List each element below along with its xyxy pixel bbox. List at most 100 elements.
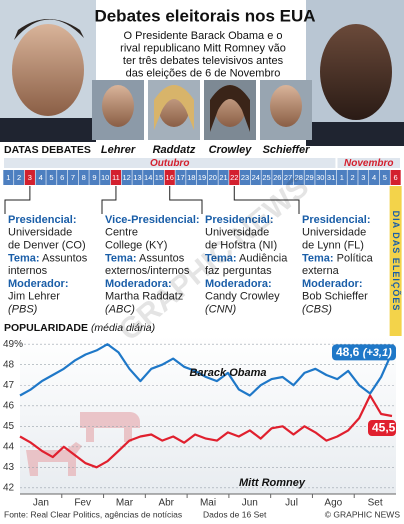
debate-type: Presidencial: (205, 214, 273, 226)
topic-label: Tema: (205, 252, 237, 264)
network: (CNN) (205, 304, 236, 316)
day-label: 5 (383, 173, 387, 182)
value-label-box (368, 420, 396, 437)
x-tick-label: Jul (285, 498, 298, 509)
day-cell (369, 170, 380, 185)
obama-photo (306, 0, 404, 146)
debate-type: Vice-Presidencial: (105, 214, 200, 226)
day-cell (315, 170, 326, 185)
day-label: 12 (123, 173, 131, 182)
day-cell (175, 170, 186, 185)
topic-text: Política (337, 252, 374, 264)
month-label: Outubro (150, 158, 189, 169)
network: (CBS) (302, 304, 332, 316)
moderator-label: Moderador: (8, 278, 69, 290)
value-label-number: 45,5 (372, 421, 396, 435)
moderator: Candy Crowley (205, 291, 280, 303)
debate-topic: externa (302, 265, 340, 277)
subtitle: ter três debates televisivos antes (123, 55, 284, 67)
connector (101, 186, 117, 214)
day-cell (3, 170, 14, 185)
day-label: 21 (219, 173, 227, 182)
day-cell (196, 170, 208, 185)
y-tick-label: 45 (3, 421, 15, 432)
day-cell (57, 170, 68, 185)
debate-topic: Tema: Assuntos (8, 252, 88, 264)
moderator-name: Crowley (209, 144, 253, 156)
day-label: 4 (372, 173, 376, 182)
day-label: 2 (17, 173, 21, 182)
value-label-box (332, 344, 396, 361)
value-label-number: 48,6 (336, 345, 360, 359)
value-label: 45,5 (372, 421, 396, 435)
topic-text: Assuntos (139, 252, 185, 264)
moderator: Bob Schieffer (302, 291, 368, 303)
y-tick-label: 44 (3, 441, 15, 452)
network: (PBS) (8, 304, 38, 316)
debate-venue: de Lynn (FL) (302, 240, 364, 252)
month-bar (4, 158, 336, 168)
day-cell (153, 170, 165, 185)
election-label: DIA DAS ELEIÇÕES (391, 211, 401, 312)
moderator-name: Schieffer (263, 144, 311, 156)
day-label: 26 (273, 173, 281, 182)
x-tick-label: Jan (33, 498, 49, 509)
x-tick-label: Ago (324, 498, 342, 509)
debate-topic: faz perguntas (205, 265, 272, 277)
connector (4, 186, 31, 214)
x-tick-label: Set (368, 498, 383, 509)
day-label: 8 (82, 173, 86, 182)
debate-venue: Universidade (205, 227, 269, 239)
series-name: Mitt Romney (239, 477, 306, 489)
day-cell (358, 170, 369, 185)
y-tick-label: 43 (3, 462, 15, 473)
debate-topic: Tema: Política (302, 252, 374, 264)
chart-title: POPULARIDADE (média diária) (4, 322, 155, 334)
day-cell (35, 170, 46, 185)
day-cell (272, 170, 283, 185)
topic-text: Audiência (239, 252, 288, 264)
day-cell (186, 170, 197, 185)
series-line (19, 394, 393, 469)
debate-topic: internos (8, 265, 48, 277)
day-cell (293, 170, 304, 185)
y-tick-label: 49% (3, 339, 23, 350)
month-bar (337, 158, 400, 168)
day-label: 9 (92, 173, 96, 182)
day-label: 17 (176, 173, 184, 182)
value-label: 48,6 (+3,1) (336, 345, 392, 359)
day-label: 11 (112, 173, 120, 182)
day-cell (207, 170, 218, 185)
change-label: (+3,1) (363, 347, 392, 359)
moderator-label: Moderadora: (105, 278, 172, 290)
day-label: 30 (316, 173, 324, 182)
day-cell (121, 170, 132, 185)
debate-venue: College (KY) (105, 240, 167, 252)
day-cell (261, 170, 272, 185)
moderator-label: Moderadora: (205, 278, 272, 290)
debate-venue: Universidade (8, 227, 72, 239)
y-tick-label: 47 (3, 380, 15, 391)
day-label: 6 (60, 173, 64, 182)
series-name: Barack Obama (189, 367, 266, 379)
day-cell (24, 170, 35, 185)
debate-venue: de Hofstra (NI) (205, 240, 277, 252)
topic-label: Tema: (8, 252, 40, 264)
day-cell (347, 170, 358, 185)
day-cell (14, 170, 25, 185)
election-band (389, 186, 402, 336)
moderator-label: Moderador: (302, 278, 363, 290)
day-cell (239, 170, 251, 185)
day-cell (78, 170, 89, 185)
day-label: 3 (28, 173, 32, 182)
footer-date: Dados de 16 Set (203, 509, 267, 519)
day-cell (164, 170, 175, 185)
subtitle: das eleições de 6 de Novembro (126, 67, 281, 79)
y-tick-label: 42 (3, 482, 15, 493)
y-tick-label: 46 (3, 400, 15, 411)
day-cell (110, 170, 122, 185)
day-label: 4 (39, 173, 43, 182)
day-cell (390, 170, 401, 185)
debate-venue: Universidade (302, 227, 366, 239)
day-label: 15 (155, 173, 163, 182)
